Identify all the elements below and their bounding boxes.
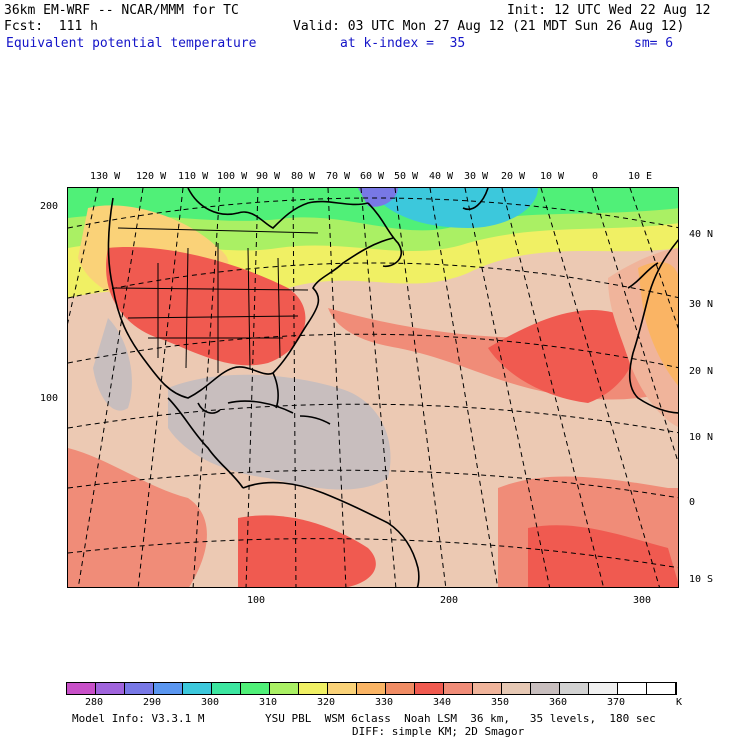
lat-label-40n: 40 N — [689, 229, 714, 240]
lon-label-40w: 40 W — [429, 171, 454, 182]
colorbar-swatch — [589, 683, 618, 694]
lat-label-10s: 10 S — [689, 574, 714, 585]
valid-time: Valid: 03 UTC Mon 27 Aug 12 (21 MDT Sun … — [293, 19, 685, 34]
lon-label-110w: 110 W — [178, 171, 209, 182]
colorbar-swatch — [444, 683, 473, 694]
lon-label-50w: 50 W — [394, 171, 419, 182]
colorbar-swatch — [618, 683, 647, 694]
graticule-lon — [68, 188, 678, 587]
lon-label-10w: 10 W — [540, 171, 565, 182]
field-warm-us — [106, 247, 306, 366]
diffusion-info: DIFF: simple KM; 2D Smagor — [352, 725, 525, 738]
colorbar-swatch — [212, 683, 241, 694]
political-boundaries — [112, 227, 319, 373]
field-band-blue — [358, 188, 398, 207]
colorbar-swatch — [96, 683, 125, 694]
colorbar-label-310: 310 — [259, 697, 278, 708]
x-tick-200: 200 — [440, 595, 459, 606]
colorbar-swatch — [183, 683, 212, 694]
lon-label-100w: 100 W — [217, 171, 248, 182]
smoothing-label: sm= 6 — [634, 36, 674, 51]
x-tick-100: 100 — [247, 595, 266, 606]
y-tick-100: 100 — [40, 393, 59, 404]
colorbar-swatch — [299, 683, 328, 694]
colorbar-label-360: 360 — [549, 697, 568, 708]
colorbar-swatch — [125, 683, 154, 694]
colorbar-swatch — [647, 683, 676, 694]
colorbar-swatch — [531, 683, 560, 694]
model-title: 36km EM-WRF -- NCAR/MMM for TC — [4, 3, 239, 18]
colorbar-swatch — [67, 683, 96, 694]
lat-label-0: 0 — [689, 497, 696, 508]
colorbar-label-290: 290 — [143, 697, 162, 708]
lon-label-10e: 10 E — [628, 171, 653, 182]
lon-label-90w: 90 W — [256, 171, 281, 182]
colorbar-label-330: 330 — [375, 697, 394, 708]
lat-label-10n: 10 N — [689, 432, 714, 443]
colorbar-swatch — [241, 683, 270, 694]
colorbar-label-350: 350 — [491, 697, 510, 708]
colorbar-label-370: 370 — [607, 697, 626, 708]
colorbar-swatch — [502, 683, 531, 694]
lon-label-0: 0 — [592, 171, 599, 182]
colorbar-label-340: 340 — [433, 697, 452, 708]
colorbar-unit: K — [676, 697, 683, 708]
colorbar-swatch — [270, 683, 299, 694]
lon-label-130w: 130 W — [90, 171, 121, 182]
lon-label-120w: 120 W — [136, 171, 167, 182]
colorbar-swatch — [357, 683, 386, 694]
lon-label-80w: 80 W — [291, 171, 316, 182]
colorbar-swatch — [473, 683, 502, 694]
field-mexico-grey — [93, 318, 132, 411]
field-warm-atlantic-core — [488, 309, 636, 403]
lat-label-30n: 30 N — [689, 299, 714, 310]
theta-e-map — [68, 188, 678, 587]
level-label: at k-index = 35 — [340, 36, 466, 51]
colorbar — [66, 682, 677, 695]
lon-label-20w: 20 W — [501, 171, 526, 182]
colorbar-label-320: 320 — [317, 697, 336, 708]
colorbar-swatch — [328, 683, 357, 694]
physics-info: YSU PBL WSM 6class Noah LSM 36 km, 35 le… — [265, 712, 656, 725]
coastlines — [107, 188, 678, 587]
init-time: Init: 12 UTC Wed 22 Aug 12 — [507, 3, 711, 18]
y-tick-200: 200 — [40, 201, 59, 212]
field-tropics-grey — [168, 374, 391, 490]
lon-label-30w: 30 W — [464, 171, 489, 182]
colorbar-swatch — [154, 683, 183, 694]
colorbar-swatch — [415, 683, 444, 694]
colorbar-swatch — [386, 683, 415, 694]
field-south-atlantic-core — [528, 525, 678, 587]
lat-label-20n: 20 N — [689, 366, 714, 377]
colorbar-label-300: 300 — [201, 697, 220, 708]
lon-label-60w: 60 W — [360, 171, 385, 182]
lon-label-70w: 70 W — [326, 171, 351, 182]
forecast-hour: Fcst: 111 h — [4, 19, 98, 34]
field-pacific-south — [68, 448, 207, 587]
field-name: Equivalent potential temperature — [6, 36, 257, 51]
field-south-america-north — [238, 515, 376, 587]
colorbar-swatch — [560, 683, 589, 694]
model-info: Model Info: V3.3.1 M — [72, 712, 205, 725]
x-tick-300: 300 — [633, 595, 652, 606]
field-sahara — [638, 262, 678, 386]
colorbar-label-280: 280 — [85, 697, 104, 708]
map-panel — [67, 187, 679, 588]
